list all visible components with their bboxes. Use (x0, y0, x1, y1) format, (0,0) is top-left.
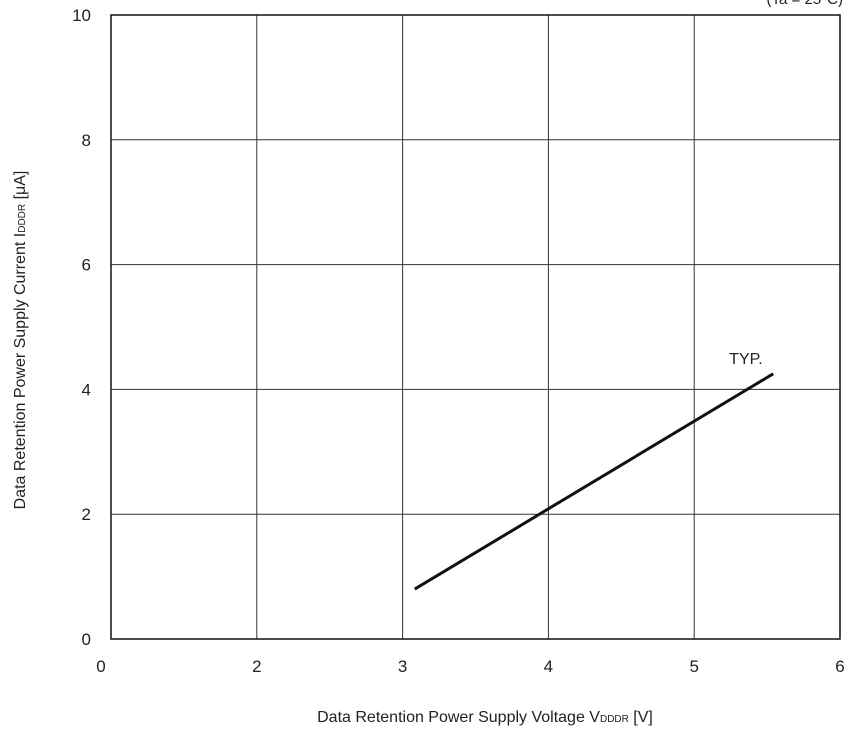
y-tick-label: 10 (72, 6, 91, 25)
x-tick-label: 2 (252, 657, 261, 676)
x-tick-label: 3 (398, 657, 407, 676)
series-layer: TYP. (413, 351, 774, 591)
y-tick-label: 6 (82, 256, 91, 275)
series-label-typ: TYP. (729, 351, 763, 368)
plot-frame (110, 14, 841, 640)
x-axis-label-unit: [V] (629, 709, 653, 726)
condition-label: (Ta = 25°C) (767, 0, 843, 8)
x-axis-label: Data Retention Power Supply Voltage VDDD… (317, 709, 653, 726)
y-tick-label: 0 (82, 630, 91, 649)
y-axis-label-main: Data Retention Power Supply Current I (12, 233, 29, 510)
x-axis-label-subscript: DDDR (600, 714, 629, 725)
grid (111, 15, 840, 639)
y-tick-labels: 0 2 4 6 8 10 (72, 6, 91, 649)
y-axis-label-unit: [μA] (12, 171, 29, 204)
x-axis-label-main: Data Retention Power Supply Voltage V (317, 709, 600, 726)
x-tick-label: 6 (835, 657, 844, 676)
x-tick-label: 0 (96, 657, 105, 676)
series-line-typ (413, 372, 774, 591)
y-tick-label: 4 (82, 380, 91, 399)
x-tick-labels: 0 2 3 4 5 6 (96, 657, 844, 676)
x-tick-label: 5 (689, 657, 698, 676)
y-axis-label-subscript: DDDR (17, 204, 28, 233)
y-axis-label: Data Retention Power Supply Current IDDD… (12, 171, 29, 510)
x-tick-label: 4 (544, 657, 553, 676)
y-tick-label: 8 (82, 131, 91, 150)
y-tick-label: 2 (82, 505, 91, 524)
